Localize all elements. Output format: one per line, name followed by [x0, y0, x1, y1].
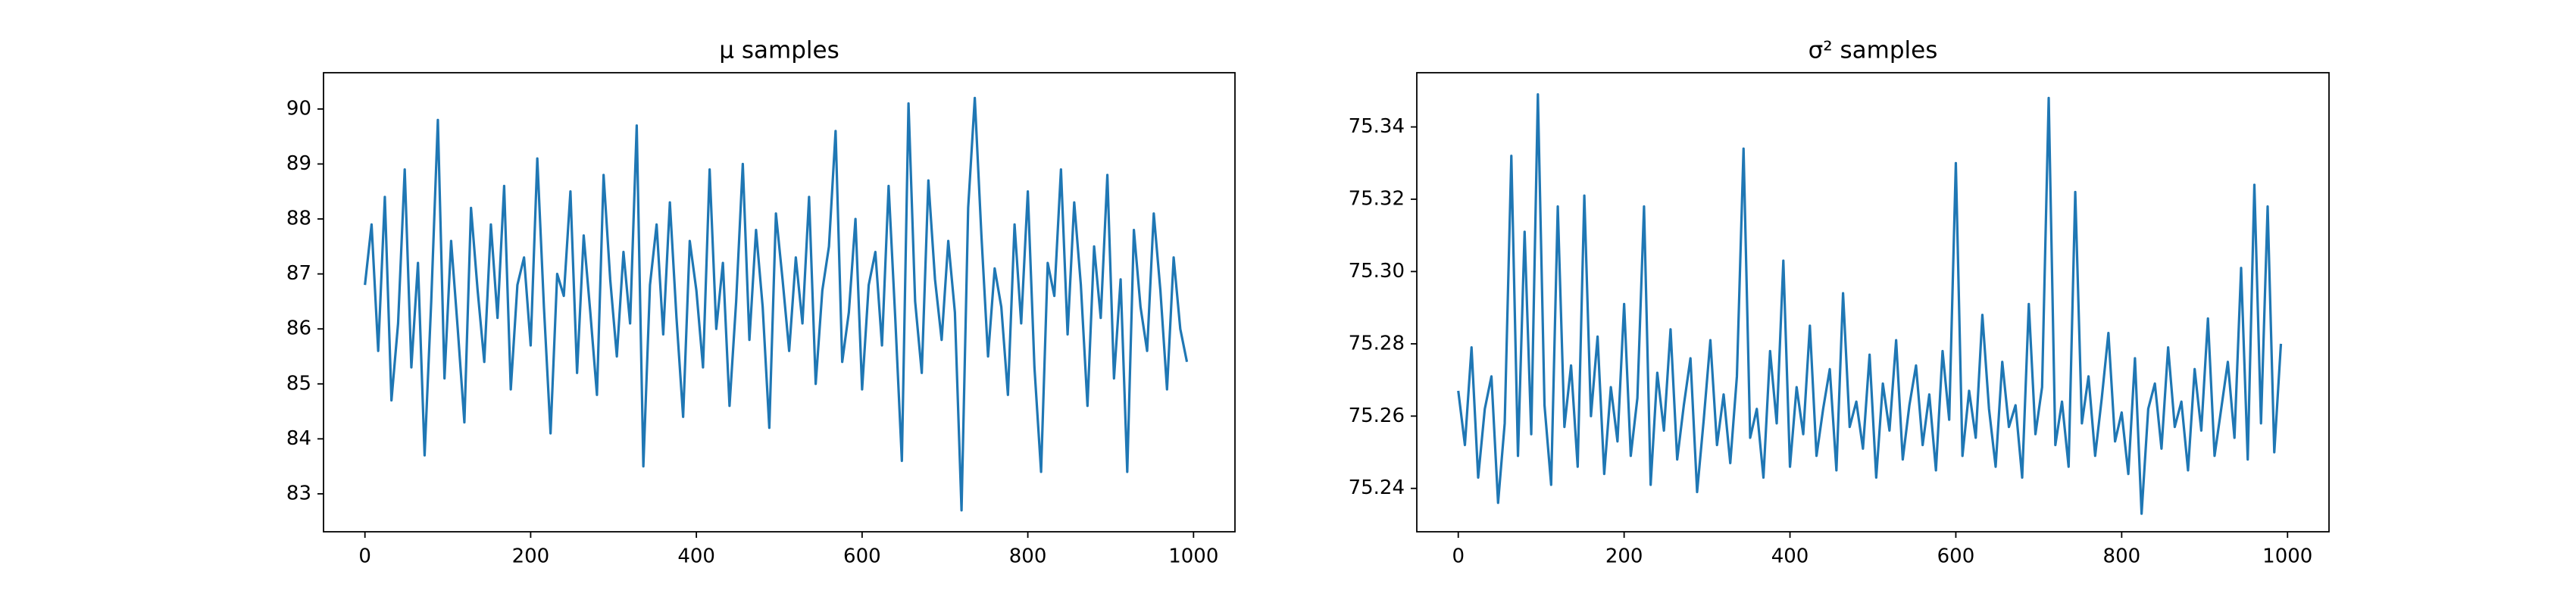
x-tick-label: 600: [1937, 545, 1975, 568]
y-tick-label: 90: [286, 97, 311, 120]
x-tick-label: 0: [1452, 545, 1465, 568]
y-tick-label: 75.28: [1349, 332, 1405, 355]
axes-frame: [323, 72, 1236, 533]
x-tick-label: 200: [512, 545, 550, 568]
x-tick-label: 200: [1605, 545, 1643, 568]
trace-line: [364, 96, 1189, 512]
x-tick-label: 1000: [1168, 545, 1218, 568]
y-tick-label: 87: [286, 262, 311, 285]
axes-frame: [1416, 72, 2330, 533]
chart-title: σ² samples: [1809, 37, 1938, 64]
y-tick-label: 75.34: [1349, 115, 1405, 138]
y-tick-label: 75.24: [1349, 476, 1405, 499]
trace-line: [1457, 93, 2283, 515]
y-tick-label: 75.26: [1349, 405, 1405, 427]
x-tick-label: 400: [677, 545, 715, 568]
x-tick-label: 400: [1771, 545, 1809, 568]
y-tick-label: 88: [286, 208, 311, 230]
y-tick-label: 86: [286, 317, 311, 340]
y-tick-label: 89: [286, 152, 311, 175]
chart-title: μ samples: [719, 37, 839, 64]
y-tick-label: 75.30: [1349, 260, 1405, 283]
y-tick-label: 75.32: [1349, 188, 1405, 211]
x-tick-label: 600: [843, 545, 881, 568]
x-tick-label: 800: [1009, 545, 1047, 568]
y-tick-label: 83: [286, 482, 311, 504]
x-tick-label: 1000: [2262, 545, 2312, 568]
y-tick-label: 84: [286, 427, 311, 450]
y-tick-label: 85: [286, 372, 311, 395]
x-tick-label: 800: [2103, 545, 2141, 568]
x-tick-label: 0: [358, 545, 371, 568]
